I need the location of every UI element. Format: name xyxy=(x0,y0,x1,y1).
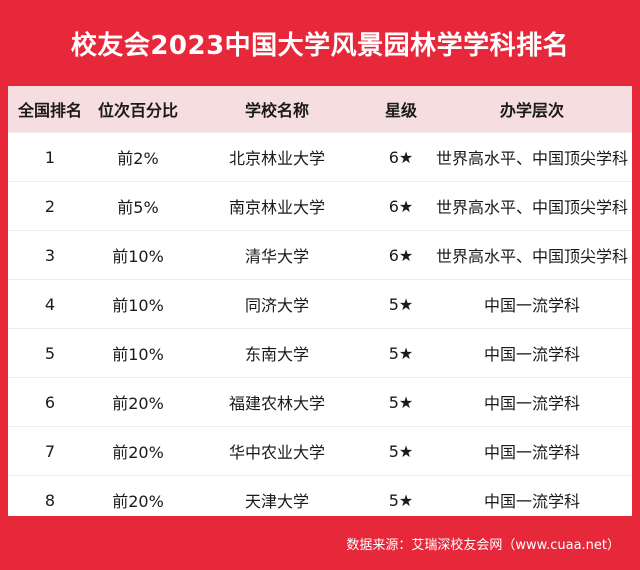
ranking-table: 全国排名 位次百分比 学校名称 星级 办学层次 1 前2% 北京林业大学 6★ … xyxy=(8,86,632,516)
cell-program-level: 中国一流学科 xyxy=(483,296,580,315)
table-row: 7 前20% 华中农业大学 5★ 中国一流学科 xyxy=(8,426,632,475)
cell-school-name: 同济大学 xyxy=(244,296,309,315)
cell-star-level: 5★ xyxy=(388,343,414,363)
cell-school-name: 北京林业大学 xyxy=(228,149,325,168)
header-rank: 全国排名 xyxy=(17,101,82,120)
cell-percentile: 前20% xyxy=(112,443,164,462)
cell-school-name: 清华大学 xyxy=(244,247,309,266)
header-star-level: 星级 xyxy=(384,101,417,120)
header-percentile: 位次百分比 xyxy=(97,101,178,120)
cell-rank: 4 xyxy=(44,294,56,314)
cell-rank: 6 xyxy=(44,392,56,412)
cell-program-level: 中国一流学科 xyxy=(483,492,580,511)
cell-rank: 3 xyxy=(44,245,56,265)
cell-percentile: 前10% xyxy=(112,247,164,266)
cell-program-level: 中国一流学科 xyxy=(483,394,580,413)
cell-school-name: 福建农林大学 xyxy=(228,394,325,413)
table-row: 3 前10% 清华大学 6★ 世界高水平、中国顶尖学科 xyxy=(8,230,632,279)
cell-school-name: 华中农业大学 xyxy=(228,443,325,462)
cell-star-level: 5★ xyxy=(388,441,414,461)
table-row: 2 前5% 南京林业大学 6★ 世界高水平、中国顶尖学科 xyxy=(8,181,632,230)
header-school-name: 学校名称 xyxy=(244,101,309,120)
table-body: 1 前2% 北京林业大学 6★ 世界高水平、中国顶尖学科 2 前5% 南京林业大… xyxy=(8,132,632,524)
data-source-note: 数据来源：艾瑞深校友会网（www.cuaa.net） xyxy=(346,538,620,553)
cell-star-level: 5★ xyxy=(388,490,414,510)
table-row: 5 前10% 东南大学 5★ 中国一流学科 xyxy=(8,328,632,377)
cell-percentile: 前20% xyxy=(112,492,164,511)
table-header-row: 全国排名 位次百分比 学校名称 星级 办学层次 xyxy=(8,86,632,132)
cell-percentile: 前10% xyxy=(112,296,164,315)
cell-percentile: 前20% xyxy=(112,394,164,413)
page-title: 校友会2023中国大学风景园林学学科排名 xyxy=(70,30,570,61)
cell-program-level: 中国一流学科 xyxy=(483,443,580,462)
cell-school-name: 天津大学 xyxy=(244,492,309,511)
table-row: 6 前20% 福建农林大学 5★ 中国一流学科 xyxy=(8,377,632,426)
cell-percentile: 前2% xyxy=(117,149,159,168)
table-row: 4 前10% 同济大学 5★ 中国一流学科 xyxy=(8,279,632,328)
cell-star-level: 6★ xyxy=(388,245,414,265)
cell-program-level: 中国一流学科 xyxy=(483,345,580,364)
cell-rank: 7 xyxy=(44,441,56,461)
cell-rank: 2 xyxy=(44,196,56,216)
cell-school-name: 南京林业大学 xyxy=(228,198,325,217)
cell-percentile: 前10% xyxy=(112,345,164,364)
cell-rank: 1 xyxy=(44,147,56,167)
cell-program-level: 世界高水平、中国顶尖学科 xyxy=(435,149,628,168)
table-row: 8 前20% 天津大学 5★ 中国一流学科 xyxy=(8,475,632,524)
cell-rank: 5 xyxy=(44,343,56,363)
cell-star-level: 6★ xyxy=(388,147,414,167)
cell-school-name: 东南大学 xyxy=(244,345,309,364)
cell-star-level: 5★ xyxy=(388,294,414,314)
cell-program-level: 世界高水平、中国顶尖学科 xyxy=(435,198,628,217)
cell-percentile: 前5% xyxy=(117,198,159,217)
header-program-level: 办学层次 xyxy=(499,101,564,120)
cell-star-level: 6★ xyxy=(388,196,414,216)
table-row: 1 前2% 北京林业大学 6★ 世界高水平、中国顶尖学科 xyxy=(8,132,632,181)
cell-program-level: 世界高水平、中国顶尖学科 xyxy=(435,247,628,266)
cell-star-level: 5★ xyxy=(388,392,414,412)
cell-rank: 8 xyxy=(44,490,56,510)
